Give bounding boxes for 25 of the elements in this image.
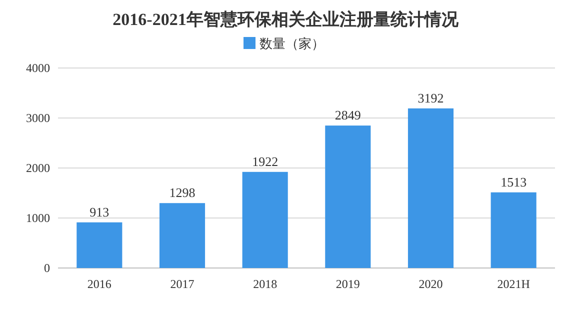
x-tick-label: 2018 xyxy=(253,277,278,291)
y-tick-label: 0 xyxy=(44,261,50,275)
bar xyxy=(242,172,288,268)
x-tick-label: 2016 xyxy=(87,277,112,291)
bar xyxy=(325,126,371,268)
data-label: 1513 xyxy=(500,174,527,190)
bar xyxy=(490,192,536,268)
data-label: 2849 xyxy=(334,108,361,123)
bar xyxy=(408,108,454,268)
y-tick-label: 1000 xyxy=(26,211,50,225)
x-tick-label: 2020 xyxy=(418,277,443,291)
y-tick-label: 4000 xyxy=(26,61,50,75)
x-tick-label: 2017 xyxy=(170,277,194,291)
data-label: 1298 xyxy=(169,185,196,200)
legend-label: 数量（家） xyxy=(260,36,324,51)
data-label: 3192 xyxy=(418,90,444,106)
data-label: 913 xyxy=(90,204,110,220)
bar xyxy=(76,222,122,268)
y-tick-label: 3000 xyxy=(26,111,50,125)
x-tick-label: 2021H xyxy=(497,277,530,291)
bar xyxy=(159,203,206,268)
x-tick-label: 2019 xyxy=(336,277,360,291)
data-label: 1922 xyxy=(252,154,278,169)
y-tick-label: 2000 xyxy=(26,161,50,175)
chart-title: 2016-2021年智慧环保相关企业注册量统计情况 xyxy=(112,10,460,29)
